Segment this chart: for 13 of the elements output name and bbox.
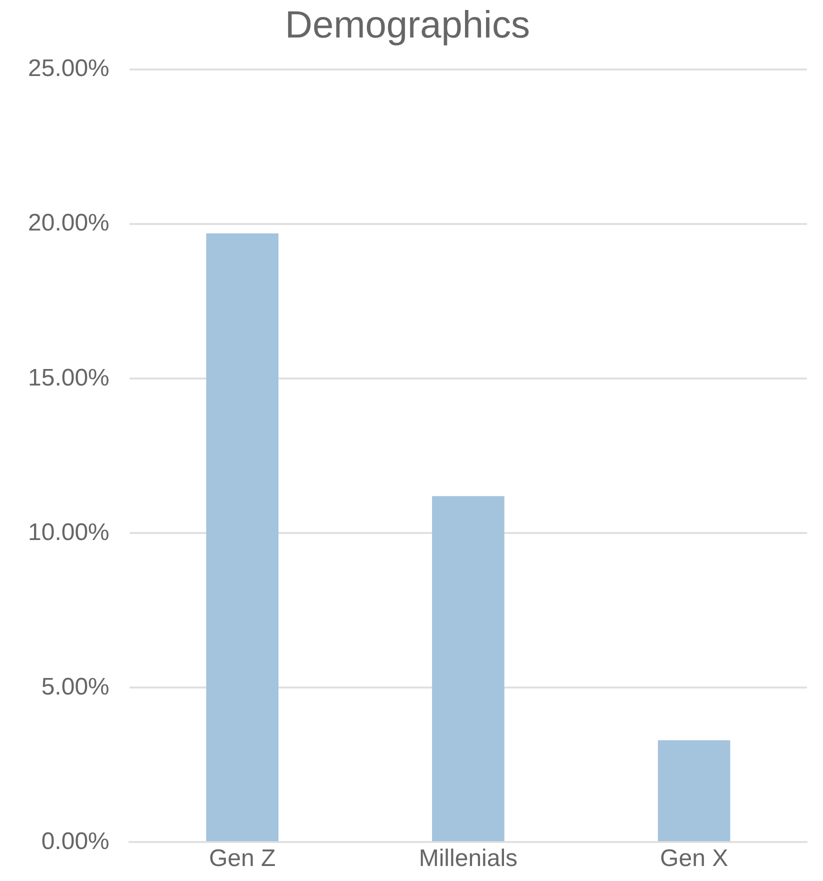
y-tick-label: 15.00% (28, 364, 110, 392)
bar (658, 740, 730, 842)
x-tick-label: Gen Z (208, 845, 276, 872)
chart-title: Demographics (285, 4, 530, 46)
x-tick-label: Gen X (660, 845, 728, 872)
y-tick-label: 10.00% (28, 518, 110, 546)
y-tick-label: 0.00% (41, 828, 110, 855)
x-tick-label: Millenials (418, 845, 518, 872)
bar (432, 496, 504, 842)
y-tick-label: 25.00% (28, 55, 110, 82)
y-tick-label: 20.00% (28, 210, 110, 237)
bar (206, 233, 278, 842)
y-tick-label: 5.00% (41, 673, 110, 700)
